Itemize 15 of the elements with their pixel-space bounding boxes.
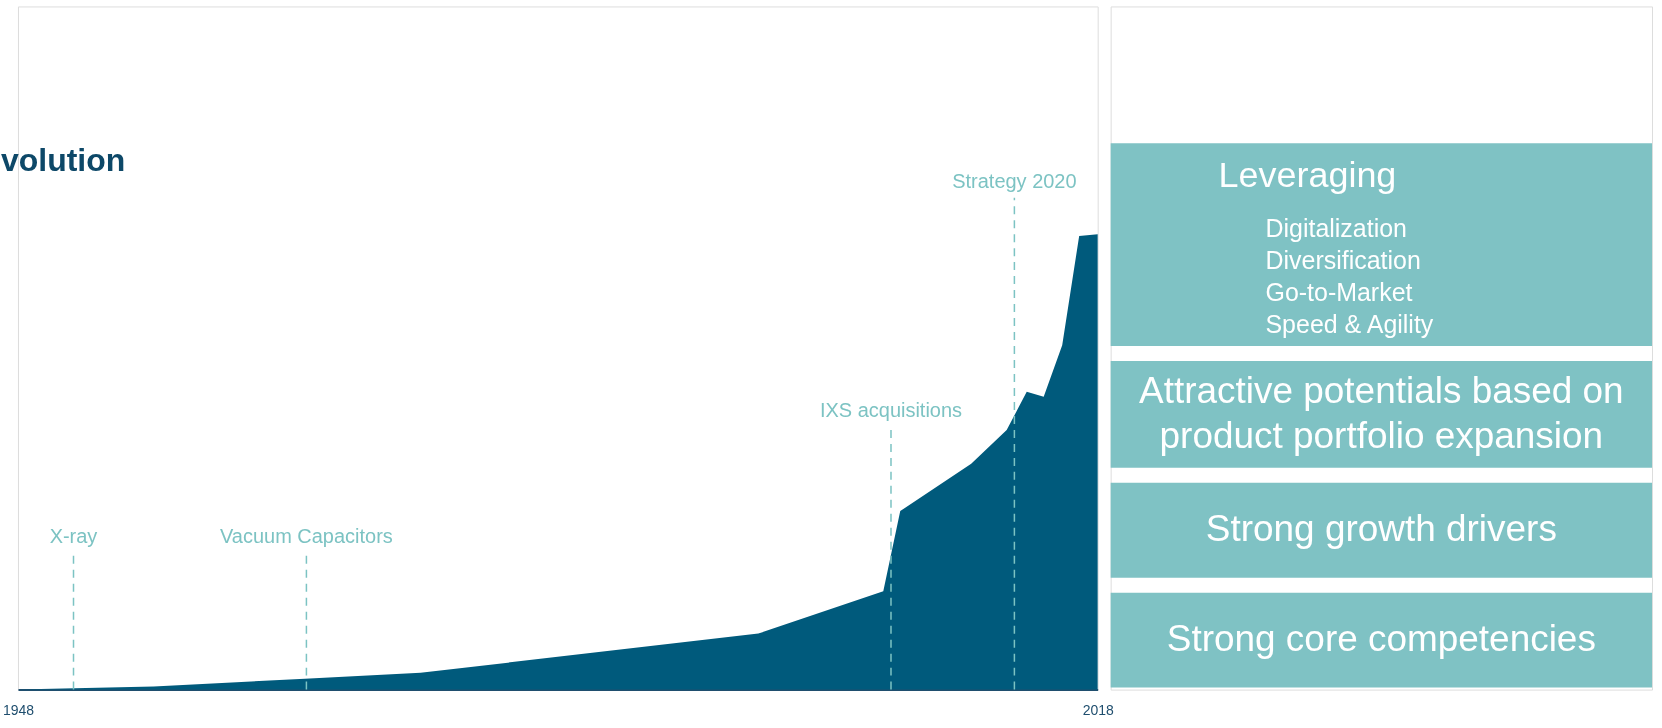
category-label: Strong growth drivers <box>1205 508 1557 550</box>
ref-line-label: X-ray <box>49 524 98 547</box>
x-tick-label: 1948 <box>2 702 35 719</box>
text: Digitalization <box>1265 214 1407 243</box>
chart-title: volution <box>1 142 126 179</box>
category-label: Leveraging <box>1218 154 1397 196</box>
text: Speed & Agility <box>1265 310 1434 339</box>
category-label: Attractive potentials based on product portfolio expansion <box>1139 369 1624 456</box>
text: Go-to-Market <box>1265 278 1413 307</box>
ref-line-label: IXS acquisitions <box>819 399 963 422</box>
ref-line-label: Vacuum Capacitors <box>220 524 393 547</box>
text: Diversification <box>1265 246 1421 275</box>
category-label: Strong core competencies <box>1166 618 1596 660</box>
ref-line-label: Strategy 2020 <box>952 169 1077 192</box>
x-tick-label: 2018 <box>1082 702 1114 719</box>
